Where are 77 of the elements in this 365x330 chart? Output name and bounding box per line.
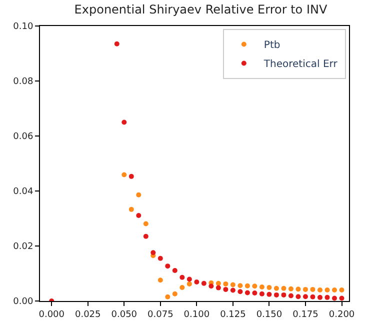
y-tick-label: 0.04 — [13, 187, 34, 198]
point — [296, 286, 301, 292]
point — [223, 281, 228, 286]
point — [238, 283, 243, 288]
x-tick-label: 0.125 — [220, 310, 246, 320]
point — [288, 293, 294, 298]
x-tick-label: 0.100 — [184, 310, 210, 320]
point — [186, 281, 192, 286]
point — [158, 278, 163, 283]
y-tick-label: 0.10 — [13, 22, 34, 32]
x-tick-label: 0.000 — [38, 310, 65, 320]
point — [259, 291, 264, 296]
chart-title: Exponential Shiryaev Relative Error to INV — [74, 2, 328, 16]
point — [310, 294, 316, 300]
point — [172, 268, 178, 273]
point — [302, 286, 308, 292]
point — [114, 41, 120, 46]
point — [252, 290, 258, 296]
point — [288, 286, 294, 292]
legend-label: Ptb — [264, 40, 280, 52]
point — [266, 292, 272, 297]
point — [266, 285, 272, 290]
point — [216, 285, 221, 290]
point — [201, 280, 206, 286]
point — [274, 286, 279, 291]
x-tick-label: 0.175 — [292, 310, 318, 320]
point — [281, 292, 286, 298]
x-tick-label: 0.075 — [148, 310, 174, 320]
point — [281, 286, 286, 291]
y-tick-label: 0.06 — [13, 132, 34, 142]
point — [172, 291, 178, 296]
point — [339, 288, 344, 292]
point — [143, 221, 148, 226]
point — [324, 288, 330, 292]
point — [259, 284, 264, 290]
point — [332, 296, 337, 301]
x-tick-label: 0.200 — [328, 310, 355, 320]
point — [244, 283, 250, 288]
point — [208, 284, 214, 289]
point — [230, 282, 236, 288]
x-tick-label: 0.150 — [256, 310, 282, 320]
point — [194, 280, 200, 285]
point — [143, 234, 148, 239]
point — [296, 294, 301, 300]
y-tick-label: 0.08 — [13, 77, 34, 88]
legend-label: Theoretical Err — [262, 59, 338, 70]
point — [128, 174, 134, 179]
x-tick-label: 0.050 — [111, 310, 138, 320]
point — [165, 294, 170, 300]
point — [136, 212, 142, 218]
point — [186, 276, 192, 282]
point — [339, 296, 344, 301]
point — [122, 172, 127, 178]
point — [128, 206, 134, 212]
point — [244, 290, 250, 296]
point — [317, 288, 322, 292]
point — [252, 284, 258, 289]
point — [136, 192, 142, 198]
point — [332, 288, 337, 292]
point — [230, 288, 236, 293]
point — [150, 250, 156, 256]
point — [165, 264, 170, 269]
y-tick-label: 0.00 — [13, 297, 34, 308]
point — [180, 285, 185, 290]
point — [302, 294, 308, 300]
point — [180, 274, 185, 280]
y-tick-label: 0.02 — [13, 242, 34, 252]
x-tick-label: 0.025 — [74, 310, 101, 320]
point — [274, 292, 279, 298]
point — [158, 256, 163, 261]
point — [324, 294, 330, 300]
point — [223, 286, 228, 292]
point — [310, 286, 316, 292]
point — [238, 289, 243, 294]
point — [216, 280, 221, 286]
point — [122, 120, 127, 125]
point — [317, 294, 322, 300]
